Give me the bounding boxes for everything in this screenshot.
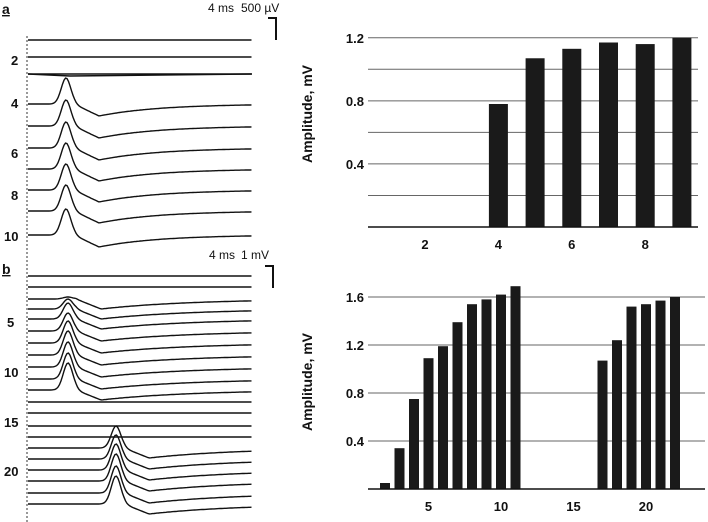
trace-line bbox=[27, 73, 253, 77]
bar bbox=[409, 399, 419, 489]
chart-a-ylabel: Amplitude, mV bbox=[299, 64, 315, 163]
bar bbox=[670, 297, 680, 489]
bar bbox=[672, 37, 692, 228]
bar bbox=[452, 322, 463, 489]
bar bbox=[467, 304, 477, 489]
chart-b-ylabel: Amplitude, mV bbox=[299, 332, 315, 431]
trace-line bbox=[28, 312, 252, 342]
x-tick-label: 8 bbox=[642, 237, 649, 252]
trace-line bbox=[28, 298, 252, 320]
trace-line bbox=[28, 443, 252, 481]
y-tick-label: 0.4 bbox=[346, 157, 365, 172]
panel-b-scale-time: 4 ms bbox=[209, 248, 235, 262]
panel-a-scale-time: 4 ms bbox=[208, 1, 234, 15]
trace-line bbox=[28, 475, 252, 515]
trace-line bbox=[28, 77, 252, 117]
y-tick-label: 0.8 bbox=[346, 94, 364, 109]
trace-line bbox=[28, 434, 252, 470]
x-tick-label: 5 bbox=[425, 499, 432, 514]
trace-line bbox=[28, 121, 252, 161]
bar bbox=[488, 104, 508, 227]
x-tick-label: 4 bbox=[495, 237, 503, 252]
panel-b-scale-bar bbox=[265, 265, 274, 288]
panel-a-trace-group bbox=[27, 39, 253, 248]
x-tick-label: 6 bbox=[568, 237, 575, 252]
bar bbox=[562, 48, 582, 227]
x-tick-label: 10 bbox=[494, 499, 508, 514]
chart-a-bars bbox=[488, 37, 692, 228]
bar bbox=[510, 286, 521, 489]
panel-a-trace-label: 8 bbox=[11, 188, 18, 203]
x-tick-label: 20 bbox=[639, 499, 653, 514]
trace-line bbox=[28, 330, 252, 366]
bar bbox=[380, 483, 390, 489]
panel-b-trace-label: 5 bbox=[7, 315, 14, 330]
chart-b-bars bbox=[380, 286, 680, 489]
bar bbox=[423, 358, 434, 489]
panel-b-trace-group bbox=[28, 275, 252, 515]
trace-line bbox=[28, 184, 252, 224]
bar bbox=[438, 346, 448, 489]
y-tick-label: 0.8 bbox=[346, 386, 364, 401]
panel-a-trace-label: 2 bbox=[11, 53, 18, 68]
x-tick-label: 2 bbox=[421, 237, 428, 252]
chart-a-y-ticks: 0.4 0.8 1.2 bbox=[346, 31, 365, 172]
trace-line bbox=[28, 296, 252, 310]
panel-b-trace-label: 15 bbox=[4, 415, 18, 430]
chart-b-y-ticks: 0.4 0.8 1.2 1.6 bbox=[346, 290, 365, 449]
bar bbox=[635, 44, 655, 228]
panel-a-trace-label: 10 bbox=[4, 229, 18, 244]
trace-line bbox=[28, 320, 252, 354]
bar bbox=[481, 299, 492, 489]
trace-line bbox=[28, 163, 252, 203]
y-tick-label: 1.2 bbox=[346, 338, 364, 353]
bar bbox=[496, 294, 506, 489]
trace-line bbox=[28, 425, 252, 459]
panel-a-trace-label: 6 bbox=[11, 146, 18, 161]
panel-b-label: b bbox=[2, 261, 11, 277]
trace-line bbox=[28, 142, 252, 182]
trace-line bbox=[28, 362, 252, 401]
panel-b-scale-amplitude: 1 mV bbox=[241, 248, 269, 262]
panel-a-scale-amplitude: 500 µV bbox=[241, 1, 279, 15]
bar bbox=[655, 300, 666, 489]
bar bbox=[394, 448, 405, 489]
trace-line bbox=[28, 302, 252, 330]
chart-b-amplitude: Amplitude, mV 0.4 0.8 1.2 1.6 5 10 15 20 bbox=[299, 286, 705, 514]
trace-line bbox=[28, 453, 252, 492]
trace-line bbox=[28, 341, 252, 378]
bar bbox=[597, 360, 608, 489]
x-tick-label: 15 bbox=[566, 499, 580, 514]
bar bbox=[626, 306, 637, 489]
bar bbox=[641, 304, 651, 489]
panel-a-traces: a 4 ms 500 µV 2 4 6 8 10 bbox=[2, 1, 279, 522]
y-tick-label: 0.4 bbox=[346, 434, 365, 449]
trace-line bbox=[28, 465, 252, 504]
panel-a-scale-bar bbox=[268, 17, 277, 40]
y-tick-label: 1.6 bbox=[346, 290, 364, 305]
trace-line bbox=[28, 99, 252, 139]
bar bbox=[612, 340, 622, 489]
bar bbox=[599, 42, 618, 227]
y-tick-label: 1.2 bbox=[346, 31, 364, 46]
panel-b-trace-label: 10 bbox=[4, 365, 18, 380]
panel-a-label: a bbox=[2, 1, 10, 17]
panel-a-trace-label: 4 bbox=[11, 96, 19, 111]
panel-b-trace-label: 20 bbox=[4, 464, 18, 479]
trace-line bbox=[28, 352, 252, 390]
chart-b-x-ticks: 5 10 15 20 bbox=[425, 499, 653, 514]
trace-line bbox=[28, 208, 252, 248]
panel-b-traces: b 4 ms 1 mV 5 10 15 20 bbox=[2, 248, 274, 515]
bar bbox=[525, 58, 545, 228]
